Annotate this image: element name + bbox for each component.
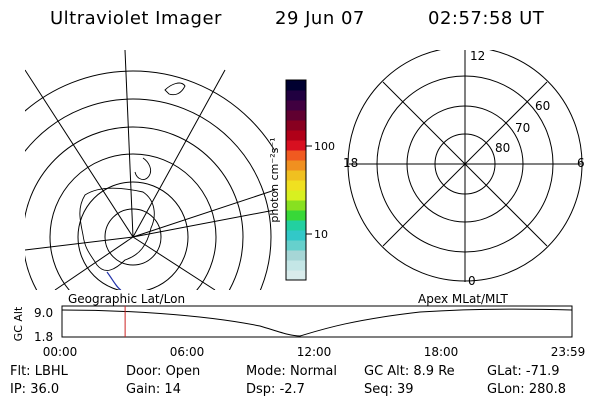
- colorbar-cell: [286, 110, 306, 121]
- geographic-map: [25, 50, 275, 290]
- colorbar-cell: [286, 200, 306, 211]
- status-key: Gain:: [126, 382, 161, 397]
- mlt-label-18: 18: [343, 156, 358, 170]
- lat-label-60: 60: [535, 99, 550, 113]
- alt-x-tick: 06:00: [170, 345, 205, 359]
- status-ip: IP: 36.0: [10, 382, 59, 397]
- colorbar-cell: [286, 230, 306, 241]
- status-value: 280.8: [528, 382, 567, 397]
- lat-label-70: 70: [515, 121, 530, 135]
- mlt-label-12: 12: [470, 50, 485, 63]
- status-value: 39: [397, 382, 414, 397]
- status-glat: GLat: -71.9: [487, 364, 560, 379]
- colorbar-cell: [286, 140, 306, 151]
- geo-latitude-circles: [25, 70, 275, 290]
- colorbar-cell: [286, 220, 306, 231]
- alt-x-tick: 23:59: [551, 345, 586, 359]
- altitude-plot: Geographic Lat/Lon Apex MLat/MLT GC Alt …: [12, 292, 586, 359]
- status-key: Door:: [126, 364, 162, 379]
- mlt-label-6: 6: [577, 156, 585, 170]
- status-value: Open: [165, 364, 201, 379]
- status-mode: Mode: Normal: [246, 364, 337, 379]
- date-label: 29 Jun 07: [275, 8, 365, 29]
- status-dsp: Dsp: -2.7: [246, 382, 305, 397]
- apex-grid-label: Apex MLat/MLT: [418, 292, 508, 306]
- status-value: -2.7: [279, 382, 305, 397]
- colorbar: 100 10 photon cm⁻²s⁻¹: [268, 79, 335, 281]
- status-key: GC Alt:: [364, 364, 410, 379]
- status-key: Mode:: [246, 364, 286, 379]
- status-value: -71.9: [525, 364, 560, 379]
- title-bar: Ultraviolet Imager 29 Jun 07 02:57:58 UT: [0, 4, 600, 32]
- alt-plot-frame: [61, 305, 573, 338]
- alt-x-tick: 12:00: [297, 345, 332, 359]
- colorbar-cells: [286, 80, 306, 281]
- alt-x-tick: 00:00: [43, 345, 78, 359]
- status-key: Flt:: [10, 364, 31, 379]
- status-gain: Gain: 14: [126, 382, 181, 397]
- alt-curve: [61, 308, 573, 337]
- colorbar-cell: [286, 160, 306, 171]
- status-value: Normal: [289, 364, 337, 379]
- apex-mlt-lines: [349, 50, 581, 282]
- colorbar-cell: [286, 170, 306, 181]
- apex-grid: 12 18 6 0 60 70 80: [343, 50, 585, 288]
- colorbar-cell: [286, 100, 306, 111]
- status-key: IP:: [10, 382, 27, 397]
- colorbar-tick-label: 100: [314, 140, 335, 153]
- orbit-track: [106, 271, 122, 290]
- status-value: 14: [164, 382, 181, 397]
- colorbar-cell: [286, 150, 306, 161]
- status-glon: GLon: 280.8: [487, 382, 566, 397]
- status-door: Door: Open: [126, 364, 200, 379]
- status-value: LBHL: [34, 364, 68, 379]
- colorbar-cell: [286, 90, 306, 101]
- status-seq: Seq: 39: [364, 382, 414, 397]
- status-gcalt: GC Alt: 8.9 Re: [364, 364, 455, 379]
- colorbar-unit-label: photon cm⁻²s⁻¹: [268, 137, 281, 222]
- geo-map-label: Geographic Lat/Lon: [68, 292, 185, 306]
- antarctica-coastline: [79, 187, 155, 271]
- status-key: GLon:: [487, 382, 525, 397]
- mlt-label-0: 0: [468, 274, 476, 288]
- south-america-coastline: [134, 82, 186, 180]
- status-value: 8.9 Re: [413, 364, 455, 379]
- colorbar-cell: [286, 210, 306, 221]
- alt-y-tick: 1.8: [34, 330, 53, 344]
- alt-y-tick: 9.0: [34, 306, 53, 320]
- colorbar-tick-label: 10: [314, 228, 328, 241]
- colorbar-cell: [286, 240, 306, 251]
- colorbar-cell: [286, 190, 306, 201]
- colorbar-cell: [286, 260, 306, 271]
- time-label: 02:57:58 UT: [428, 8, 545, 29]
- colorbar-cell: [286, 180, 306, 191]
- status-key: Dsp:: [246, 382, 276, 397]
- geo-meridians: [25, 50, 275, 290]
- status-key: Seq:: [364, 382, 393, 397]
- alt-axis-label: GC Alt: [12, 306, 25, 341]
- colorbar-cell: [286, 120, 306, 131]
- colorbar-cell: [286, 130, 306, 141]
- status-key: GLat:: [487, 364, 522, 379]
- colorbar-cell: [286, 250, 306, 261]
- status-value: 36.0: [30, 382, 60, 397]
- colorbar-frame: [285, 79, 307, 281]
- alt-x-tick: 18:00: [424, 345, 459, 359]
- status-flt: Flt: LBHL: [10, 364, 68, 379]
- colorbar-cell: [286, 270, 306, 281]
- lat-label-80: 80: [495, 141, 510, 155]
- app-title: Ultraviolet Imager: [50, 8, 222, 29]
- colorbar-cell: [286, 80, 306, 91]
